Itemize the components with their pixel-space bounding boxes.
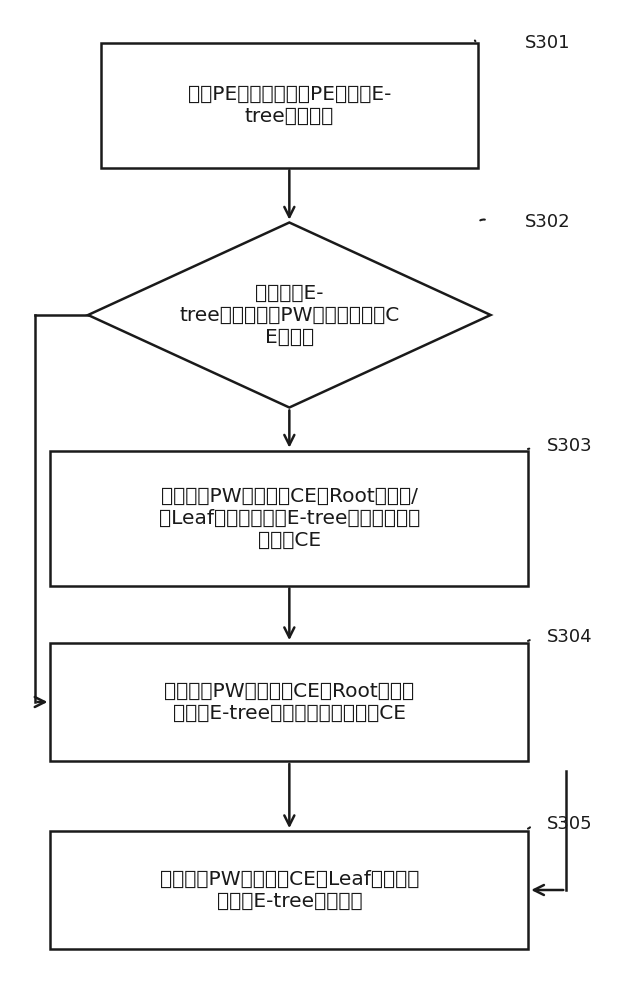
Text: 若为第二PW，且目的CE为Root节点，
则将该E-tree业务报文转发给目的CE: 若为第二PW，且目的CE为Root节点， 则将该E-tree业务报文转发给目的C… [164,682,415,722]
Text: 若为第二PW，且目的CE为Leaf节点，则
丢弃该E-tree业务报文: 若为第二PW，且目的CE为Leaf节点，则 丢弃该E-tree业务报文 [160,869,419,910]
FancyBboxPatch shape [50,450,528,585]
Text: 第一PE接收来自第二PE转发的E-
tree业务报文: 第一PE接收来自第二PE转发的E- tree业务报文 [187,85,391,125]
Text: S302: S302 [525,213,571,231]
Text: S305: S305 [547,815,593,833]
FancyBboxPatch shape [101,42,478,167]
Text: S304: S304 [547,628,593,646]
FancyBboxPatch shape [50,831,528,949]
Text: S301: S301 [525,34,571,52]
FancyBboxPatch shape [50,643,528,761]
Text: S303: S303 [547,437,593,455]
Text: 判断接收E-
tree业务报文的PW类型以及目的C
E的类型: 判断接收E- tree业务报文的PW类型以及目的C E的类型 [179,284,399,347]
Text: 若为第一PW，且目的CE为Root节点和/
或Leaf节点，则将该E-tree业务报文转发
给目的CE: 若为第一PW，且目的CE为Root节点和/ 或Leaf节点，则将该E-tree业… [159,487,420,550]
Polygon shape [88,222,491,408]
